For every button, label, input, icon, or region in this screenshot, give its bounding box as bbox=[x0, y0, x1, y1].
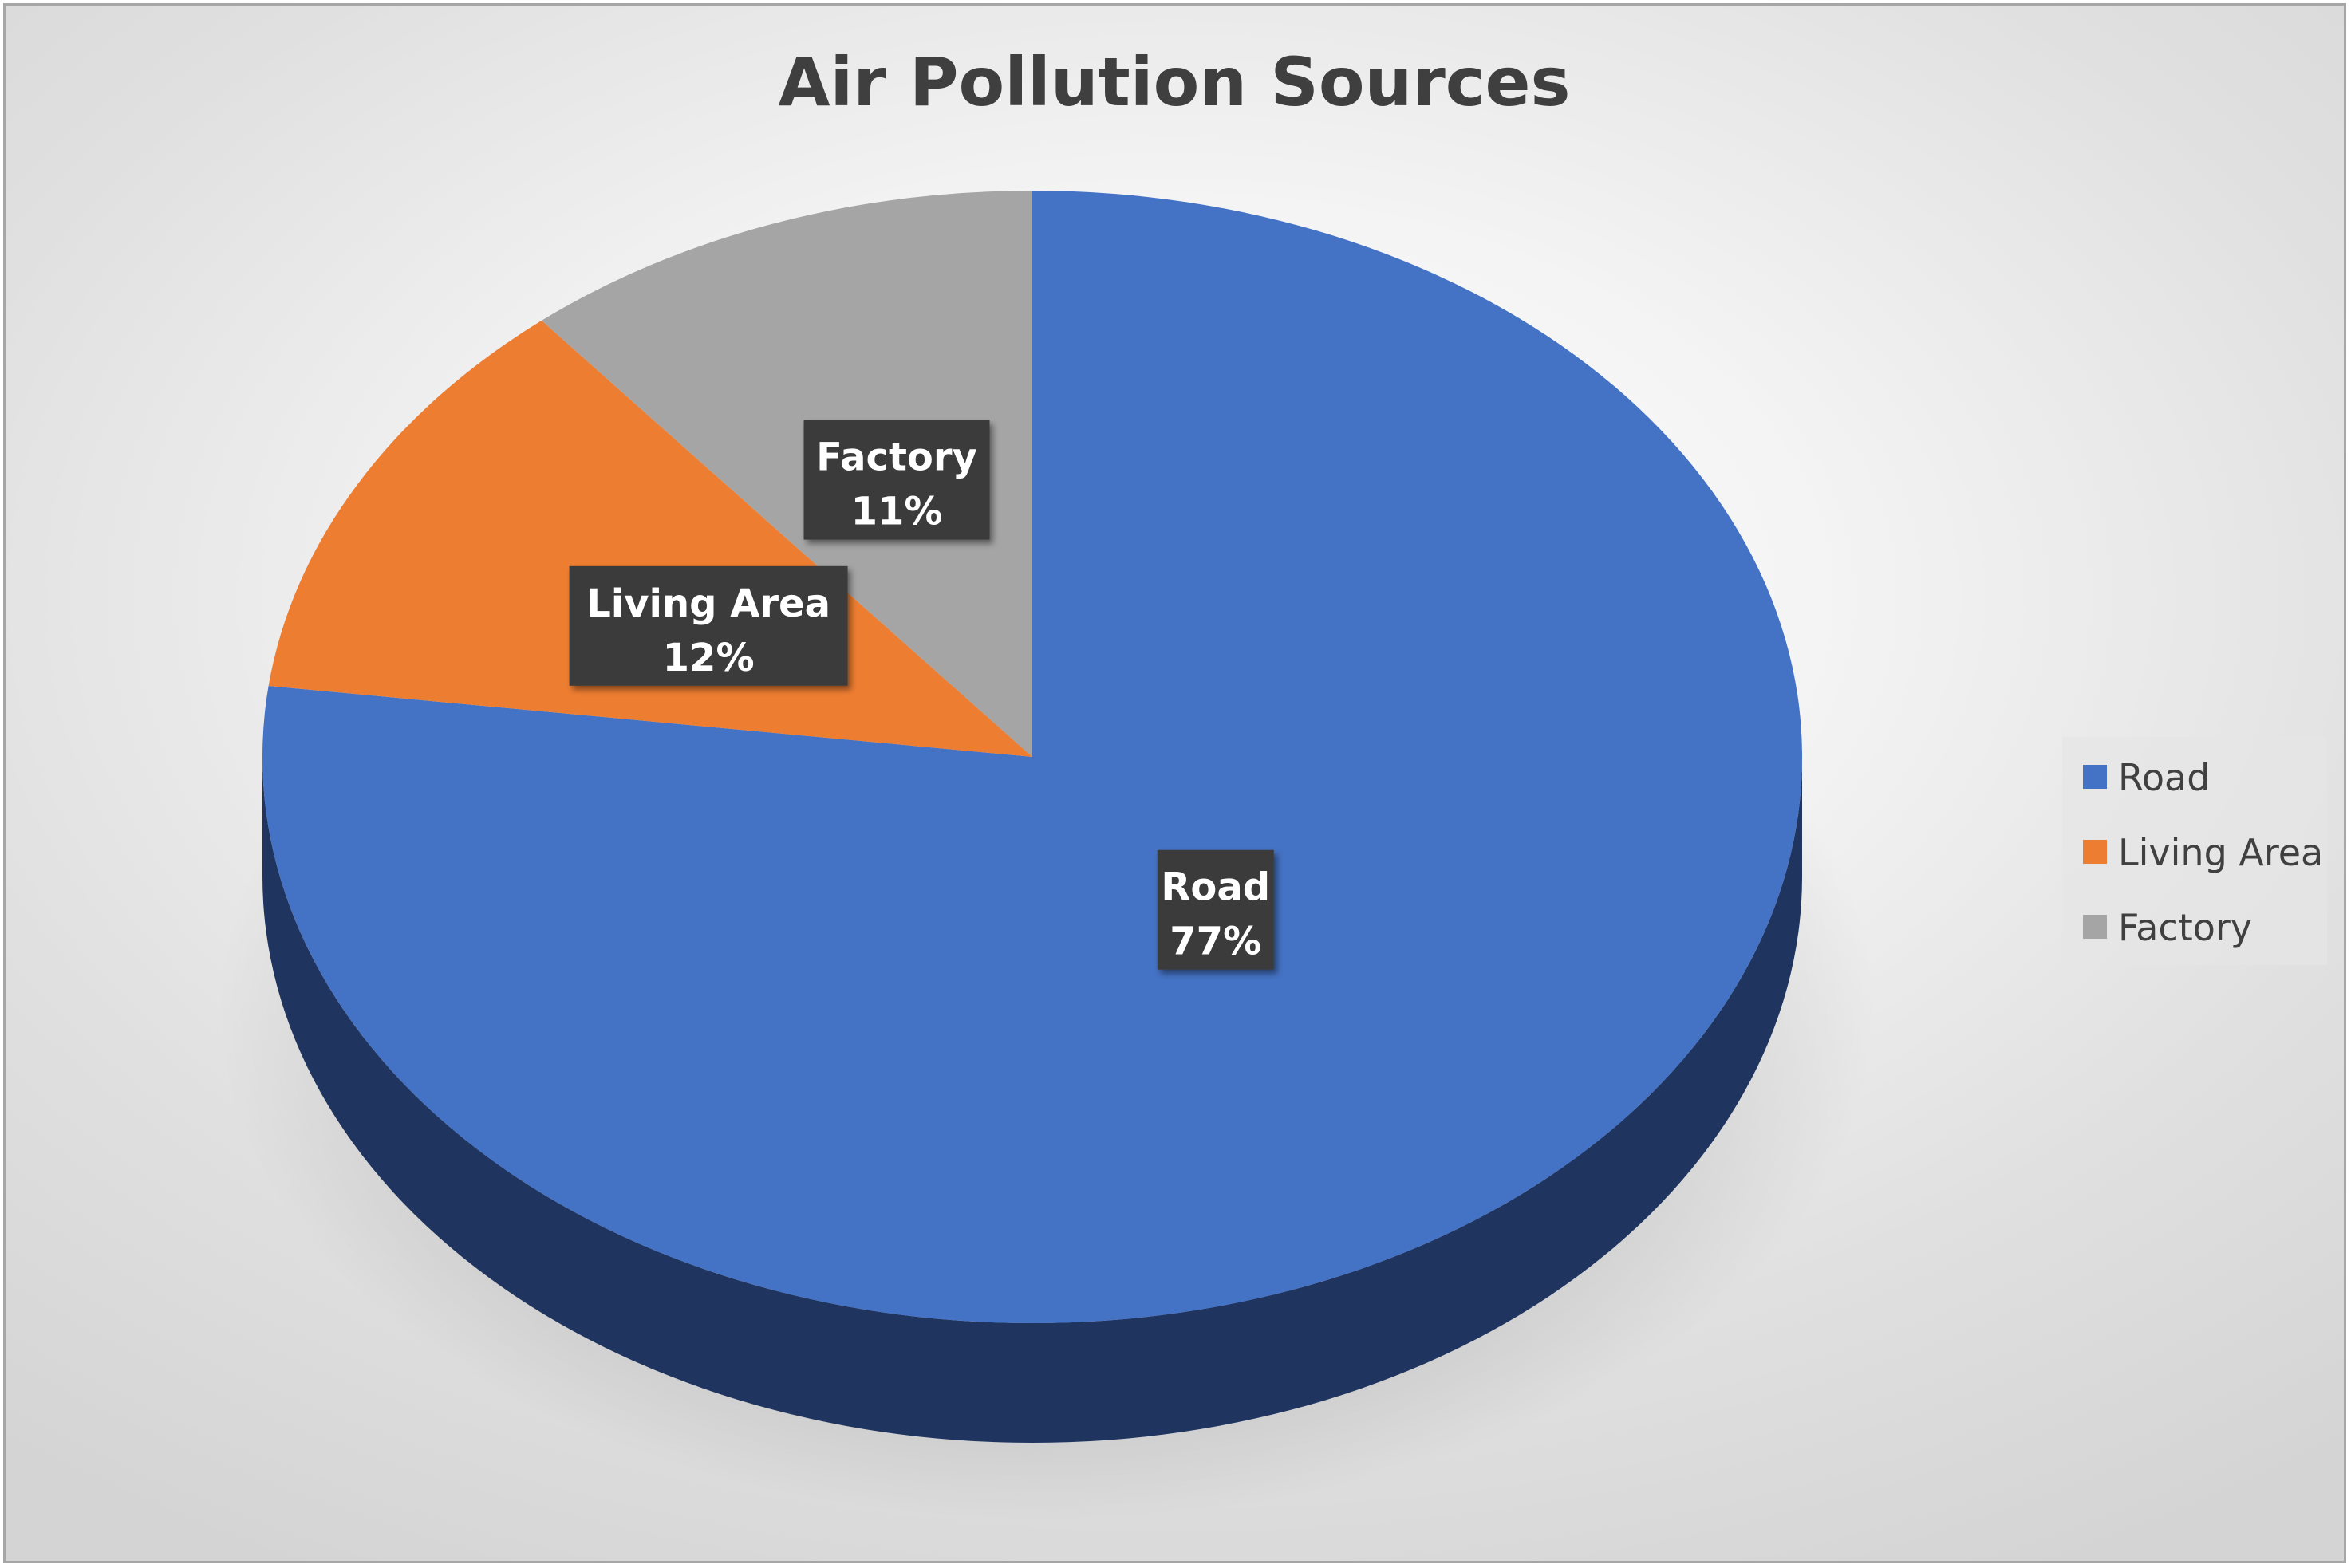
data-label-category: Living Area bbox=[586, 581, 830, 626]
pie-side-road bbox=[262, 757, 1802, 1443]
pie-tops bbox=[262, 191, 1802, 1323]
data-label-box bbox=[1157, 849, 1274, 970]
pie-slice-factory bbox=[541, 191, 1032, 757]
data-label-percent: 11% bbox=[851, 490, 943, 534]
legend-item-road: Road bbox=[2083, 756, 2210, 799]
legend-label: Living Area bbox=[2118, 831, 2323, 874]
data-label-box bbox=[569, 565, 848, 686]
data-label-percent: 12% bbox=[663, 636, 755, 680]
legend-swatch bbox=[2083, 915, 2107, 939]
legend-label: Factory bbox=[2118, 906, 2252, 949]
data-label-category: Factory bbox=[816, 435, 977, 480]
legend-item-factory: Factory bbox=[2083, 906, 2252, 949]
legend: Road Living Area Factory bbox=[2062, 737, 2327, 965]
data-label-living-area: Living Area 12% bbox=[569, 565, 848, 686]
data-label-percent: 77% bbox=[1170, 920, 1261, 964]
legend-label: Road bbox=[2118, 756, 2210, 799]
legend-swatch bbox=[2083, 765, 2107, 789]
pie-sides bbox=[262, 757, 1802, 1443]
data-label-box bbox=[803, 420, 990, 540]
pie-chart: Air Pollution Sources Road 77% Living Area… bbox=[217, 43, 2327, 1521]
chart-title: Air Pollution Sources bbox=[778, 43, 1570, 121]
legend-item-living-area: Living Area bbox=[2083, 831, 2323, 874]
chart-frame: Air Pollution Sources Road 77% Living Area… bbox=[3, 3, 2346, 1563]
data-label-factory: Factory 11% bbox=[803, 420, 990, 540]
legend-swatch bbox=[2083, 840, 2107, 864]
data-label-category: Road bbox=[1161, 865, 1270, 910]
pie-data-labels: Road 77% Living Area 12% Factory 11% bbox=[569, 420, 1274, 970]
data-label-road: Road 77% bbox=[1157, 849, 1274, 970]
